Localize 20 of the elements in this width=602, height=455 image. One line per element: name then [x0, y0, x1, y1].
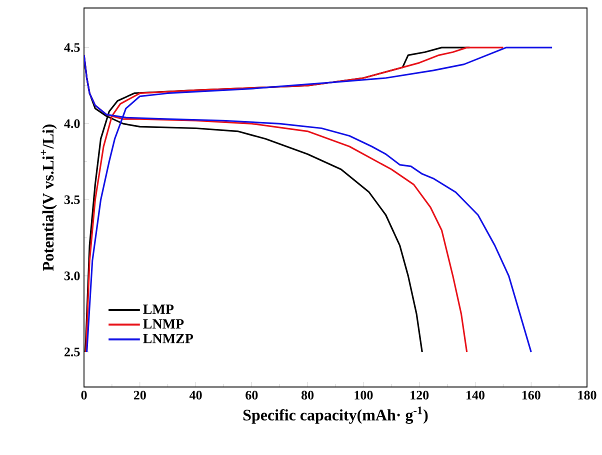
x-axis-title: Specific capacity(mAh· g$^{-1}$): [243, 406, 428, 424]
y-tick-label: 4.5: [64, 43, 80, 52]
x-tick-label: 60: [246, 390, 258, 400]
x-tick-label: 100: [354, 390, 373, 400]
legend-label: LNMZP: [143, 334, 194, 344]
y-tick-label: 3.0: [64, 271, 80, 280]
legend-label: LNMP: [143, 319, 184, 328]
x-tick-label: 120: [410, 390, 429, 400]
y-tick-label: 3.5: [64, 195, 80, 204]
x-tick-label: 180: [578, 390, 596, 400]
x-tick-label: 160: [522, 390, 540, 400]
y-axis-title: Potential(V vs.Li$^{+}$/Li): [40, 124, 57, 271]
legend-label: LMP: [143, 304, 174, 314]
x-tick-label: 20: [134, 390, 146, 400]
x-tick-label: 140: [466, 390, 484, 400]
x-tick-label: 80: [302, 390, 314, 400]
y-tick-label: 4.0: [64, 119, 80, 128]
x-tick-label: 0: [81, 390, 87, 400]
x-tick-label: 40: [189, 390, 202, 400]
y-tick-label: 2.5: [64, 348, 80, 356]
